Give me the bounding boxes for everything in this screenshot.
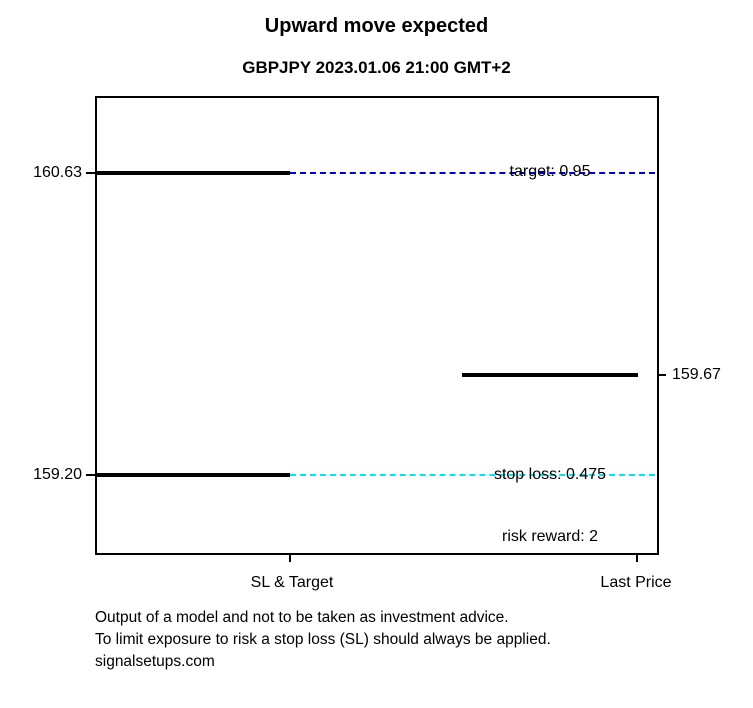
y-axis-label-last-price: 159.67 <box>672 366 721 383</box>
stop-loss-price-line <box>95 473 290 477</box>
y-axis-tick-last-price <box>657 374 666 376</box>
disclaimer-line-1: Output of a model and not to be taken as… <box>95 609 509 626</box>
stop-loss-annotation: stop loss: 0.475 <box>493 466 607 483</box>
disclaimer-line-2: To limit exposure to risk a stop loss (S… <box>95 631 551 648</box>
x-axis-tick-sl-target <box>289 553 291 562</box>
disclaimer-line-3: signalsetups.com <box>95 653 215 670</box>
x-axis-tick-last-price <box>636 553 638 562</box>
disclaimer: Output of a model and not to be taken as… <box>95 607 715 673</box>
y-axis-tick-stop-loss <box>86 474 95 476</box>
target-dashed-extension-line <box>290 172 655 174</box>
target-annotation: target: 0.95 <box>509 163 591 180</box>
stop-loss-dashed-extension-line <box>290 474 655 476</box>
chart-subtitle: GBPJPY 2023.01.06 21:00 GMT+2 <box>242 58 511 77</box>
risk-reward-annotation: risk reward: 2 <box>501 528 599 545</box>
target-price-line <box>95 171 290 175</box>
y-axis-tick-target <box>86 172 95 174</box>
y-axis-label-stop-loss-price: 159.20 <box>33 466 82 483</box>
chart-title: Upward move expected <box>264 15 489 37</box>
y-axis-label-target-price: 160.63 <box>33 164 82 181</box>
x-axis-label-last-price: Last Price <box>600 574 672 591</box>
last-price-line <box>462 373 638 377</box>
x-axis-label-sl-target: SL & Target <box>250 574 334 591</box>
